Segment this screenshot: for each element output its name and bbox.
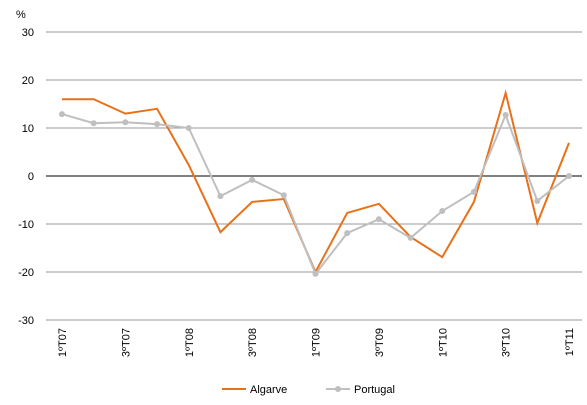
x-tick-label: 1ºT11 [564, 328, 576, 356]
x-tick-label: 1ºT07 [57, 328, 69, 357]
x-tick-label: 3ºT07 [120, 328, 132, 357]
y-tick-label: 30 [22, 27, 34, 39]
point [154, 121, 161, 128]
y-tick-label: -10 [18, 219, 34, 231]
series-line [62, 89, 570, 275]
point [90, 120, 97, 127]
legend-label: Algarve [250, 384, 287, 396]
y-tick-label: 0 [28, 171, 34, 183]
point [185, 125, 192, 131]
point [344, 230, 351, 237]
point [502, 112, 509, 119]
x-tick-label: 1ºT09 [311, 328, 323, 357]
point [534, 197, 541, 204]
legend-label: Portugal [354, 384, 395, 396]
point [407, 234, 414, 241]
y-tick-label: 10 [22, 123, 34, 135]
point [249, 176, 256, 183]
y-axis-label: % [16, 9, 26, 21]
y-tick-label: -30 [18, 315, 34, 327]
point [122, 119, 129, 126]
point [217, 193, 224, 200]
x-tick-label: 3ºT08 [247, 328, 259, 357]
legend-marker [335, 386, 341, 392]
x-tick-label: 3ºT09 [374, 328, 386, 357]
y-tick-label: 20 [22, 75, 34, 87]
x-tick-label: 1ºT10 [437, 328, 449, 357]
point [439, 208, 446, 215]
point [280, 192, 287, 199]
point [375, 216, 382, 223]
point [59, 111, 65, 118]
point [312, 270, 319, 277]
x-tick-label: 1ºT08 [184, 328, 196, 357]
x-tick-label: 3ºT10 [501, 328, 513, 357]
point [470, 188, 477, 195]
y-tick-label: -20 [18, 267, 34, 279]
point [566, 173, 572, 179]
